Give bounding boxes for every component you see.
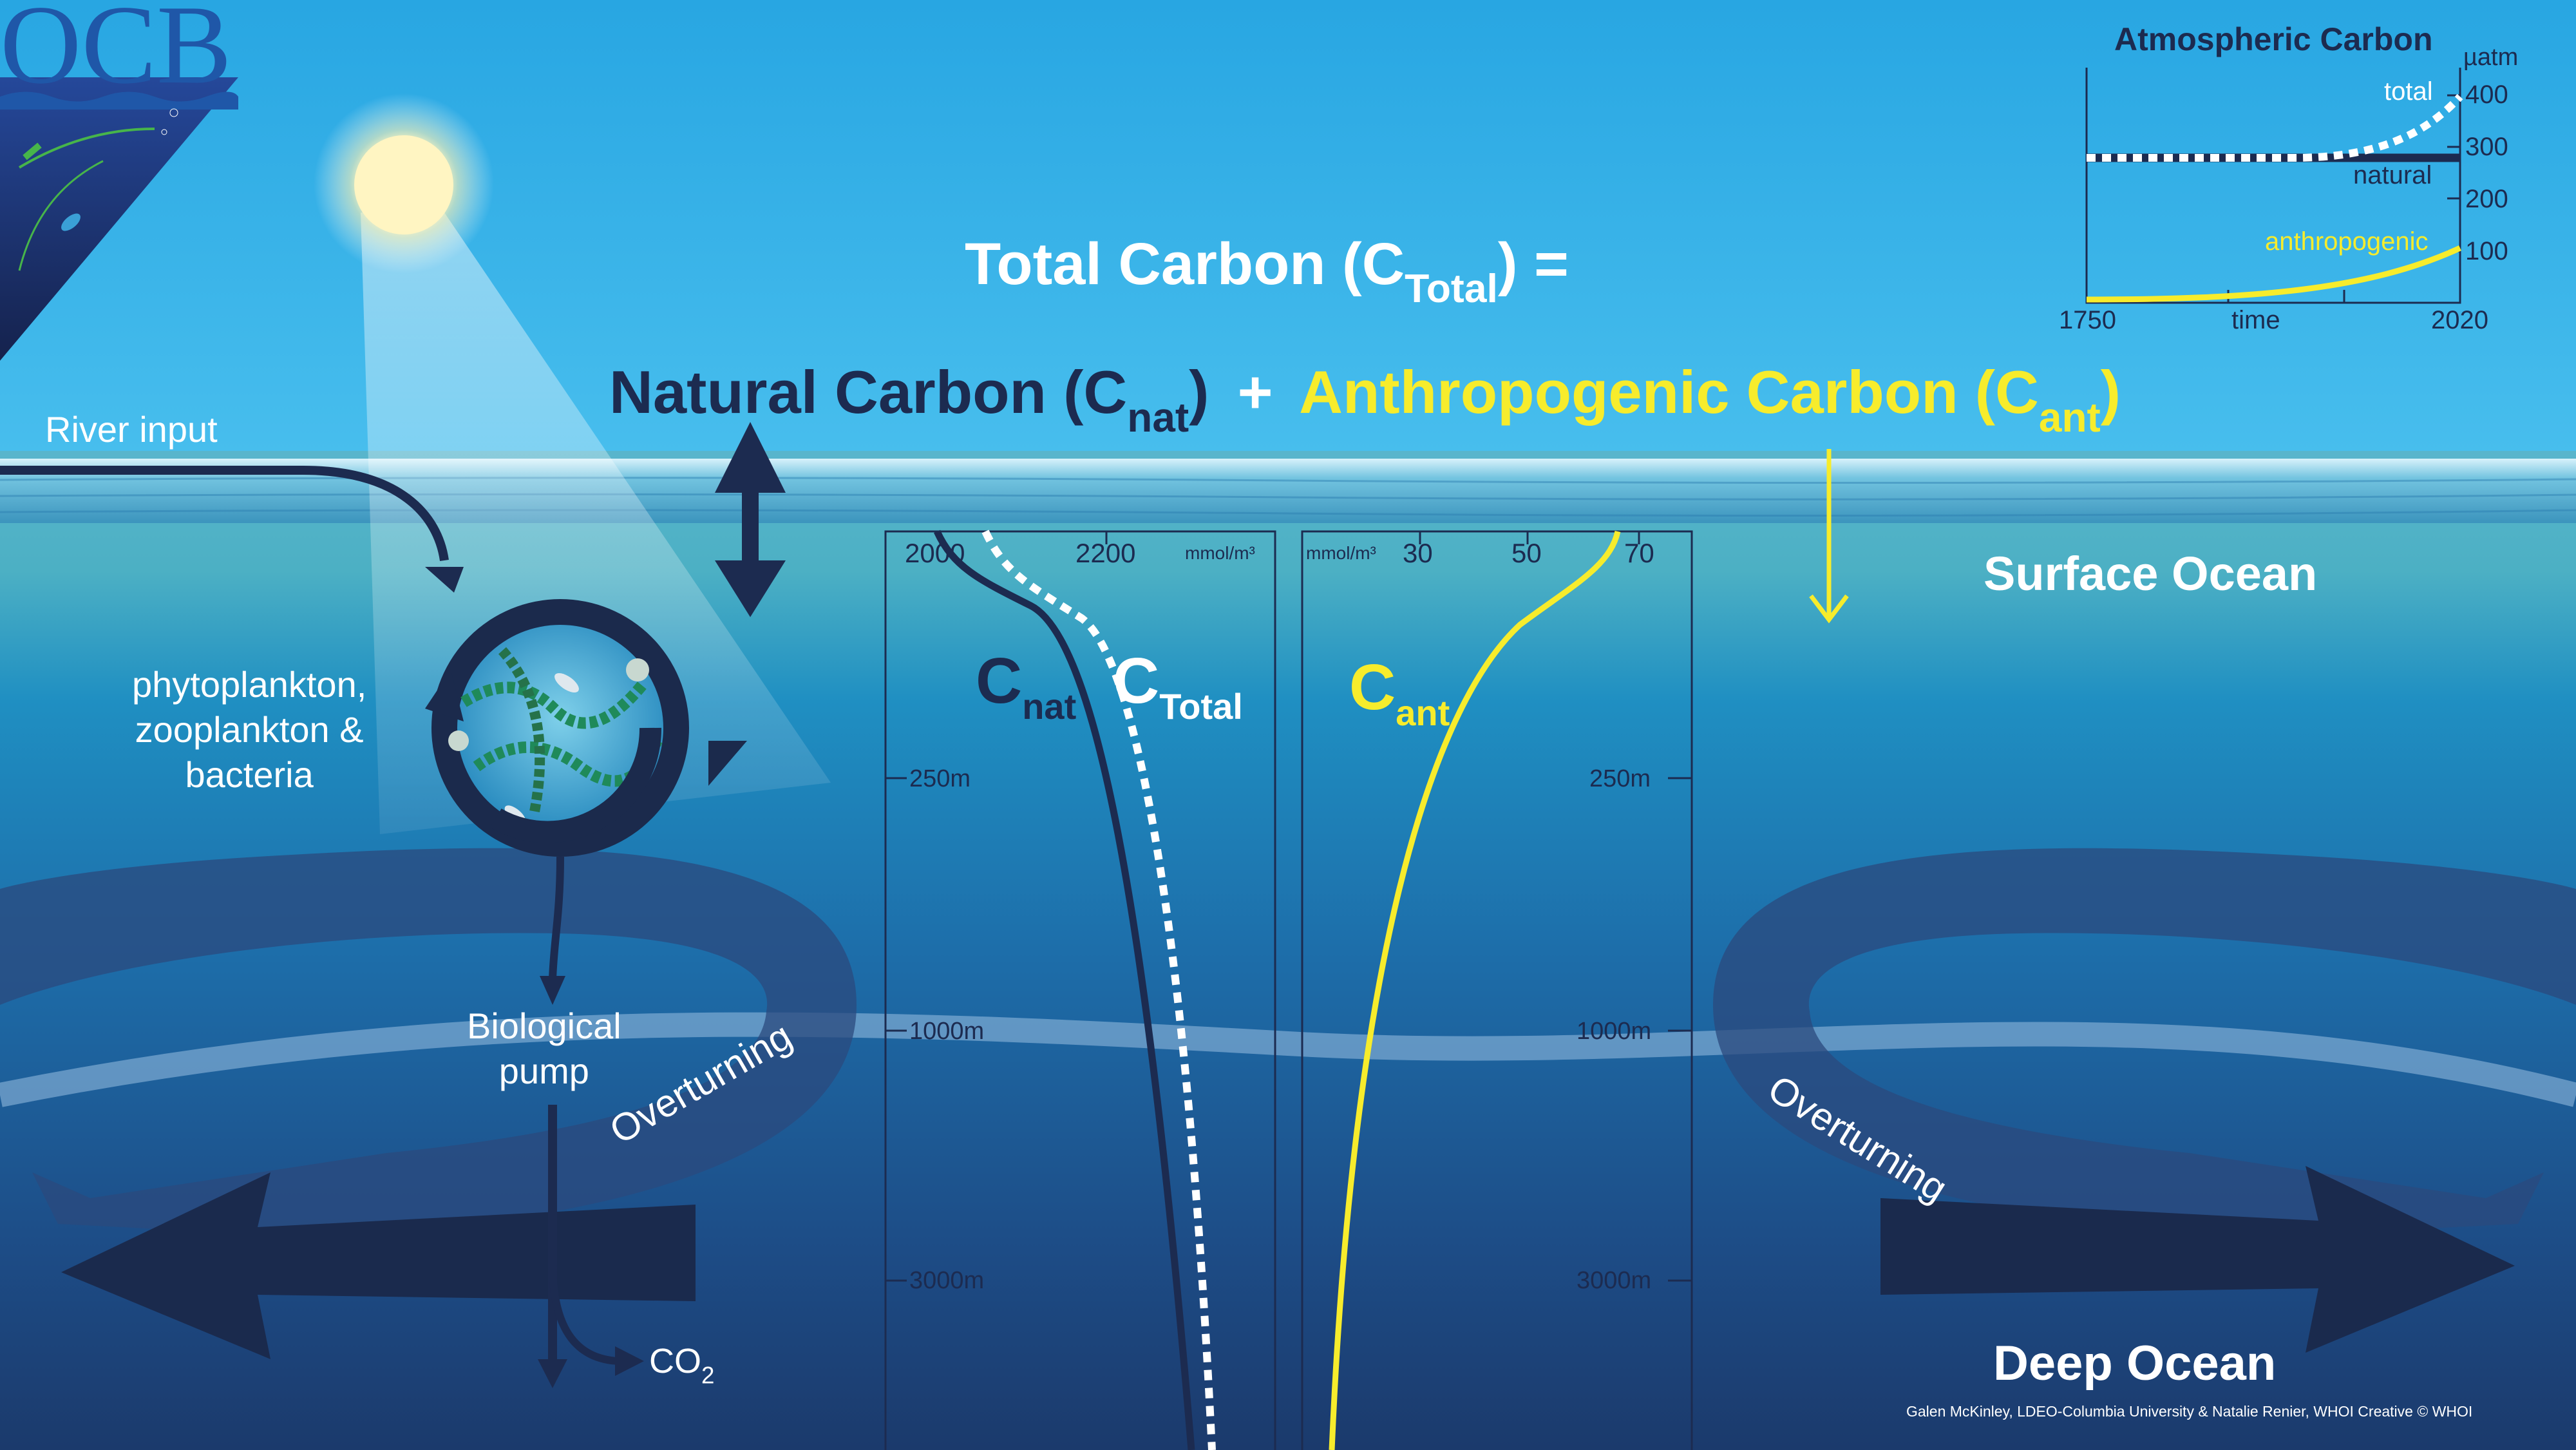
river-input-arrow [0,466,449,562]
cycle-arrowhead-2 [425,670,464,721]
biological-pump-label: Biological pump [467,1006,621,1091]
atmo-xtick-2020: 2020 [2431,306,2488,334]
atmo-total-curve [2087,93,2463,162]
cycle-arrowhead-1 [708,741,747,786]
atmo-ytick-300: 300 [2465,133,2508,161]
profile-left-tick-2000: 2000 [905,538,965,568]
c-total-curve [981,529,1216,1450]
atmo-curves [2086,93,2463,303]
atmo-ytick-100: 100 [2465,237,2508,265]
profile-left-depth-3000: 3000m [909,1267,985,1294]
sun [354,135,453,234]
river-input-arrowhead [425,567,464,593]
atmo-xtick-time: time [2231,306,2280,334]
profile-left-depth-250: 250m [909,765,971,792]
deep-ocean-label: Deep Ocean [1993,1336,2277,1391]
atmo-unit: µatm [2463,44,2519,71]
co2-label: CO2 [649,1342,715,1389]
surface-ocean-label: Surface Ocean [1984,547,2318,600]
profile-curves [933,529,1621,1450]
overturning-left-arrow [0,848,857,1237]
atmo-ytick-400: 400 [2465,81,2508,109]
profile-right-tick-50: 50 [1511,538,1542,568]
co2-branch-arrow [549,1262,619,1365]
profile-left-tick-2200: 2200 [1075,538,1136,568]
atmo-series-natural-label: natural [2353,161,2432,189]
overturning-right-head [1880,1166,2515,1353]
atmo-anthropogenic-curve [2086,245,2461,303]
c-total-label: CTotal [1113,645,1243,727]
credit-line: Galen McKinley, LDEO-Columbia University… [1906,1403,2473,1420]
atmo-title: Atmospheric Carbon [2114,21,2433,57]
co2-branch-arrowhead [615,1346,644,1376]
atmo-ytick-200: 200 [2465,185,2508,213]
profile-panel-left [884,530,1276,1450]
air-sea-double-arrow [715,422,786,617]
natural-carbon-label: Natural Carbon (Cnat) [609,358,1209,441]
equation-total: Total Carbon (CTotal) = [965,231,1569,312]
atmo-xtick-1750: 1750 [2059,306,2116,334]
anthropogenic-down-arrow [1809,449,1849,624]
c-nat-label: Cnat [976,645,1077,727]
c-nat-curve [933,529,1195,1450]
plankton-label: phytoplankton, zooplankton & bacteria [132,664,367,795]
atmo-series-anthropogenic-label: anthropogenic [2265,227,2429,256]
profile-panel-right [1301,530,1693,1450]
profile-left-depth-1000: 1000m [909,1018,985,1045]
profile-right-tick-70: 70 [1624,538,1654,568]
plus-sign: + [1237,358,1273,426]
profile-right-depth-1000: 1000m [1577,1018,1652,1045]
pump-arrow-upper [549,856,564,980]
c-ant-curve [1329,530,1621,1450]
profile-right-depth-250: 250m [1589,765,1651,792]
atmo-chart-frame [2085,68,2461,304]
overturning-left-head [61,1172,696,1359]
profile-right-tick-30: 30 [1403,538,1433,568]
c-ant-label: Cant [1349,651,1450,734]
anthro-carbon-label: Anthropogenic Carbon (Cant) [1299,358,2121,441]
profile-right-unit: mmol/m³ [1306,543,1376,563]
profile-left-unit: mmol/m³ [1185,543,1255,563]
overturning-right-arrow [1713,848,2576,1237]
pump-arrowhead-lower [538,1359,567,1388]
profile-right-depth-3000: 3000m [1577,1267,1652,1294]
plankton-globe [431,599,689,857]
equation-line-2: Natural Carbon (Cnat) + Anthropogenic Ca… [609,358,2121,441]
thermocline-band [0,1012,2576,1107]
ocb-logo-text: OCB [0,0,232,107]
pump-arrowhead-upper [540,976,565,1005]
atmo-series-total-label: total [2384,77,2433,106]
river-input-label: River input [45,409,218,450]
ocb-logo [0,77,238,361]
